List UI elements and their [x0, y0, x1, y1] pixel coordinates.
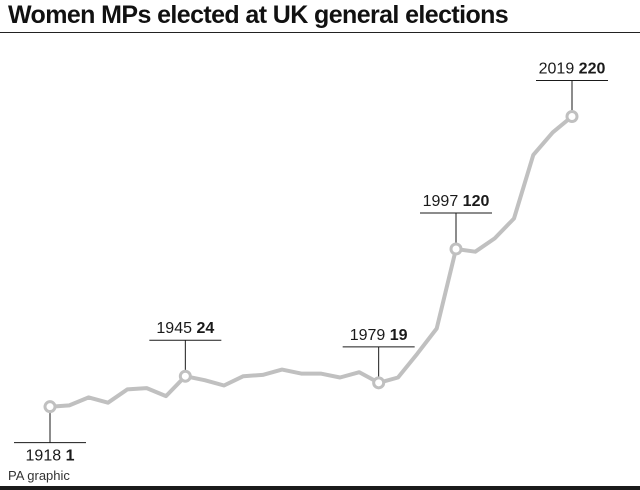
- data-point-1945: [178, 369, 192, 383]
- annotation-year-2019: 2019: [539, 61, 579, 78]
- annotation-value-2019: 220: [579, 61, 606, 78]
- annotation-value-1918: 1: [66, 448, 75, 465]
- line-chart: 1918 1 1945 24 1979 19 1997 120 2019 220: [14, 61, 608, 465]
- bottom-rule: [0, 486, 640, 490]
- annotation-year-1945: 1945: [156, 320, 196, 337]
- annotation-year-1979: 1979: [350, 327, 390, 344]
- data-point-2019: [565, 110, 579, 123]
- annotations-group: 1918 1 1945 24 1979 19 1997 120 2019 220: [14, 61, 608, 465]
- annotation-value-1979: 19: [390, 327, 408, 344]
- source-credit: PA graphic: [8, 468, 70, 483]
- annotation-label-2019: 2019 220: [539, 61, 606, 78]
- annotation-label-1997: 1997 120: [423, 193, 490, 210]
- annotation-value-1945: 24: [196, 320, 214, 337]
- data-point-1979: [372, 376, 386, 390]
- annotation-value-1997: 120: [463, 193, 490, 210]
- annotation-label-1979: 1979 19: [350, 327, 408, 344]
- data-point-1997: [449, 242, 463, 256]
- series-line-women-mps: [48, 114, 574, 409]
- annotation-year-1918: 1918: [26, 448, 66, 465]
- title-rule: [0, 32, 640, 33]
- chart-title: Women MPs elected at UK general election…: [8, 1, 509, 29]
- annotation-year-1997: 1997: [423, 193, 463, 210]
- annotation-label-1918: 1918 1: [26, 448, 75, 465]
- data-point-1918: [43, 400, 57, 414]
- annotation-label-1945: 1945 24: [156, 320, 214, 337]
